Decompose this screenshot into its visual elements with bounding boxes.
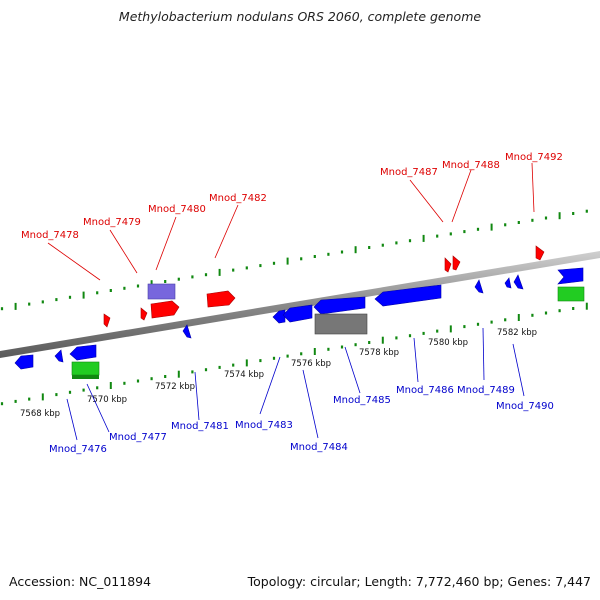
gene-label-mnod-7489[interactable]: Mnod_7489 xyxy=(457,385,515,396)
gene-arrow-reverse[interactable] xyxy=(69,344,97,361)
leader-line xyxy=(214,204,239,259)
gene-label-mnod-7485[interactable]: Mnod_7485 xyxy=(333,395,391,406)
rna-feature-box[interactable] xyxy=(71,361,100,376)
genome-summary-text: Topology: circular; Length: 7,772,460 bp… xyxy=(247,574,591,589)
leader-line xyxy=(413,337,419,383)
misc-feature-box[interactable] xyxy=(147,283,176,300)
leader-line xyxy=(512,343,525,397)
gene-arrow-forward[interactable] xyxy=(103,313,111,328)
gene-arrow-forward[interactable] xyxy=(150,300,180,319)
gene-label-mnod-7486[interactable]: Mnod_7486 xyxy=(396,385,454,396)
gene-arrow-reverse[interactable] xyxy=(282,304,313,323)
leader-line xyxy=(109,229,138,274)
leader-line xyxy=(344,346,361,394)
gene-arrow-reverse[interactable] xyxy=(513,274,524,290)
gene-arrow-reverse[interactable] xyxy=(474,279,484,294)
leader-line xyxy=(482,327,485,381)
gene-label-mnod-7478[interactable]: Mnod_7478 xyxy=(21,230,79,241)
gene-arrow-reverse[interactable] xyxy=(54,349,64,363)
scale-label-7580: 7580 kbp xyxy=(428,338,468,348)
gene-arrow-forward[interactable] xyxy=(206,290,236,308)
scale-label-7576: 7576 kbp xyxy=(291,359,331,369)
gene-label-mnod-7490[interactable]: Mnod_7490 xyxy=(496,401,554,412)
scale-label-7570: 7570 kbp xyxy=(87,395,127,405)
gene-label-mnod-7479[interactable]: Mnod_7479 xyxy=(83,217,141,228)
leader-line xyxy=(451,169,472,223)
rna-feature-box[interactable] xyxy=(72,375,99,379)
gene-arrow-forward[interactable] xyxy=(444,257,452,273)
gene-arrow-forward[interactable] xyxy=(535,245,545,261)
scale-label-7574: 7574 kbp xyxy=(224,370,264,380)
leader-line xyxy=(409,179,444,223)
reverse-tick-track xyxy=(0,302,588,406)
genome-title: Methylobacterium nodulans ORS 2060, comp… xyxy=(118,9,482,24)
leader-line xyxy=(259,356,281,415)
gene-arrow-reverse[interactable] xyxy=(313,296,366,315)
gene-arrow-reverse[interactable] xyxy=(374,284,442,307)
gene-arrow-forward[interactable] xyxy=(452,255,461,271)
leader-line xyxy=(302,369,319,439)
genome-backbone xyxy=(0,251,600,358)
gene-arrow-forward[interactable] xyxy=(140,307,148,321)
reverse-features xyxy=(14,274,524,379)
gene-label-mnod-7492[interactable]: Mnod_7492 xyxy=(505,152,563,163)
leader-line xyxy=(194,371,200,421)
reverse-gene-labels: Mnod_7476 Mnod_7477 Mnod_7481 Mnod_7483 … xyxy=(49,327,554,455)
gene-arrow-reverse[interactable] xyxy=(504,277,512,289)
gene-label-mnod-7480[interactable]: Mnod_7480 xyxy=(148,204,206,215)
gene-label-mnod-7487[interactable]: Mnod_7487 xyxy=(380,167,438,178)
forward-features xyxy=(103,245,585,328)
scale-label-7568: 7568 kbp xyxy=(20,409,60,419)
scale-label-7578: 7578 kbp xyxy=(359,348,399,358)
gene-arrow-reverse[interactable] xyxy=(272,309,286,324)
leader-line xyxy=(66,398,78,441)
gene-arrow-reverse[interactable] xyxy=(14,354,34,370)
gene-label-mnod-7482[interactable]: Mnod_7482 xyxy=(209,193,267,204)
scale-labels: 7568 kbp 7570 kbp 7572 kbp 7574 kbp 7576… xyxy=(20,328,537,419)
leader-line xyxy=(531,162,535,213)
leader-line xyxy=(155,216,177,271)
leader-line xyxy=(86,383,110,433)
gene-label-mnod-7483[interactable]: Mnod_7483 xyxy=(235,420,293,431)
rna-feature-box[interactable] xyxy=(557,286,585,302)
accession-text: Accession: NC_011894 xyxy=(9,574,152,589)
scale-label-7582: 7582 kbp xyxy=(497,328,537,338)
gene-label-mnod-7476[interactable]: Mnod_7476 xyxy=(49,444,107,455)
forward-gene-labels: Mnod_7478 Mnod_7479 Mnod_7480 Mnod_7482 … xyxy=(21,152,563,281)
gene-label-mnod-7488[interactable]: Mnod_7488 xyxy=(442,160,500,171)
gene-arrow-reverse[interactable] xyxy=(182,324,192,339)
leader-line xyxy=(47,242,101,281)
pseudogene-box[interactable] xyxy=(314,313,368,335)
scale-label-7572: 7572 kbp xyxy=(155,382,195,392)
gene-label-mnod-7484[interactable]: Mnod_7484 xyxy=(290,442,348,453)
gene-arrow-reverse[interactable] xyxy=(557,267,584,285)
gene-label-mnod-7477[interactable]: Mnod_7477 xyxy=(109,432,167,443)
gene-label-mnod-7481[interactable]: Mnod_7481 xyxy=(171,421,229,432)
